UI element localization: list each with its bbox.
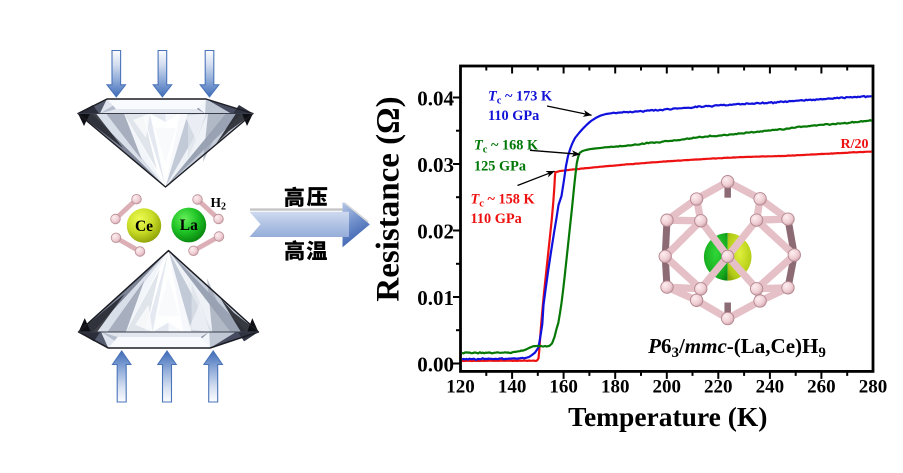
svg-text:Tc ~ 168 K: Tc ~ 168 K bbox=[474, 137, 539, 155]
svg-text:180: 180 bbox=[601, 377, 630, 398]
svg-text:260: 260 bbox=[807, 377, 836, 398]
svg-text:110 GPa: 110 GPa bbox=[488, 108, 539, 124]
svg-text:0.00: 0.00 bbox=[417, 353, 454, 377]
svg-text:Resistance (Ω): Resistance (Ω) bbox=[371, 96, 407, 301]
svg-text:0.04: 0.04 bbox=[417, 87, 454, 111]
svg-text:220: 220 bbox=[704, 377, 733, 398]
svg-text:Tc ~ 173 K: Tc ~ 173 K bbox=[488, 88, 553, 106]
svg-text:R/20: R/20 bbox=[841, 137, 869, 152]
svg-text:Tc ~ 158 K: Tc ~ 158 K bbox=[471, 191, 536, 209]
svg-text:200: 200 bbox=[653, 377, 682, 398]
svg-text:240: 240 bbox=[756, 377, 785, 398]
svg-text:0.01: 0.01 bbox=[417, 286, 454, 310]
svg-text:110 GPa: 110 GPa bbox=[471, 211, 522, 227]
svg-text:0.03: 0.03 bbox=[417, 153, 454, 177]
svg-text:Ce: Ce bbox=[135, 218, 153, 235]
svg-text:0.02: 0.02 bbox=[417, 220, 454, 244]
svg-text:La: La bbox=[180, 217, 198, 234]
svg-text:Temperature (K): Temperature (K) bbox=[568, 401, 767, 432]
svg-text:160: 160 bbox=[549, 377, 578, 398]
svg-text:280: 280 bbox=[859, 377, 888, 398]
svg-text:120: 120 bbox=[446, 377, 475, 398]
svg-text:140: 140 bbox=[498, 377, 527, 398]
svg-text:125 GPa: 125 GPa bbox=[474, 158, 526, 174]
